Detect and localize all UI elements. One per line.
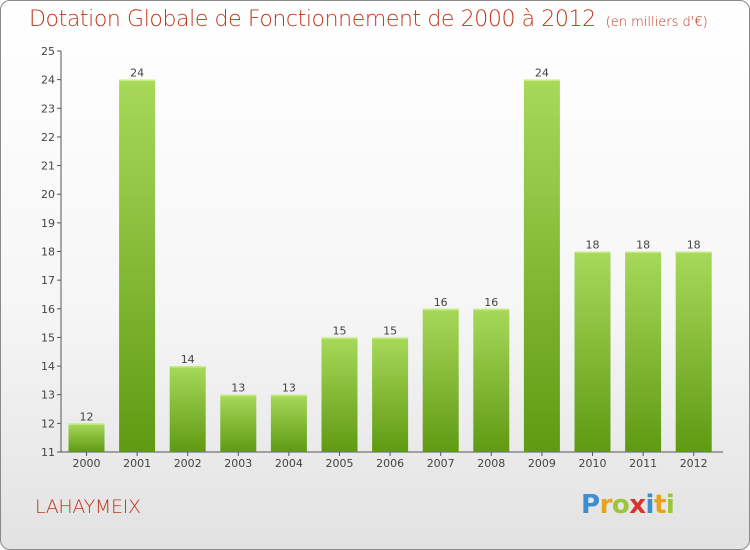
- x-tick-label: 2007: [427, 457, 455, 470]
- bar: [625, 251, 662, 452]
- logo-letter: r: [599, 490, 613, 520]
- y-tick-label: 16: [41, 303, 55, 316]
- bar-highlight: [372, 337, 409, 339]
- bar-highlight: [68, 423, 105, 425]
- logo-letter: x: [629, 490, 646, 520]
- logo-letter: P: [581, 490, 600, 520]
- bar-highlight: [270, 394, 307, 397]
- data-label: 24: [130, 67, 144, 80]
- x-tick-label: 2000: [73, 457, 101, 470]
- chart-title: Dotation Globale de Fonctionnement de 20…: [29, 7, 708, 32]
- bar: [473, 308, 510, 452]
- chart-labels: 12 2000 24 2001 14 2002 13 2003 13 2004 15 2005 15 20…: [73, 67, 708, 470]
- y-tick-label: 23: [41, 102, 55, 115]
- data-label: 15: [383, 324, 397, 337]
- y-tick-label: 11: [41, 446, 55, 459]
- y-tick-label: 14: [41, 360, 55, 373]
- x-tick-label: 2008: [477, 457, 505, 470]
- data-label: 14: [181, 353, 195, 366]
- logo-letter: t: [653, 490, 666, 520]
- y-tick-label: 20: [41, 188, 55, 201]
- logo-letter: i: [645, 490, 655, 520]
- proxiti-logo: Proxiti: [581, 490, 675, 520]
- bar: [270, 394, 307, 452]
- bar-highlight: [473, 308, 510, 311]
- bar-highlight: [675, 251, 712, 253]
- bar: [321, 337, 358, 452]
- x-tick-label: 2011: [629, 457, 657, 470]
- x-tick-label: 2009: [528, 457, 556, 470]
- logo-letter: i: [665, 490, 675, 520]
- bar: [675, 251, 712, 452]
- bar-highlight: [523, 79, 560, 82]
- y-tick-label: 19: [41, 217, 55, 230]
- bar: [68, 423, 105, 452]
- chart-title-text: Dotation Globale de Fonctionnement de 20…: [29, 7, 596, 32]
- x-tick-label: 2005: [326, 457, 354, 470]
- bar: [523, 79, 560, 453]
- bar: [220, 394, 257, 452]
- y-tick-label: 15: [41, 331, 55, 344]
- bar: [574, 251, 611, 452]
- chart-bars: [68, 79, 712, 453]
- commune-name: LAHAYMEIX: [35, 496, 141, 518]
- x-tick-label: 2012: [680, 457, 708, 470]
- x-tick-label: 2001: [123, 457, 151, 470]
- bar-highlight: [119, 79, 156, 82]
- x-tick-label: 2004: [275, 457, 303, 470]
- logo-letter: o: [611, 490, 630, 520]
- chart-axes: 11 12 13 14 15 16 17 18 19 20 21 22 23 24 25: [41, 45, 723, 459]
- bar-highlight: [422, 308, 459, 311]
- bar: [119, 79, 156, 453]
- y-tick-label: 21: [41, 160, 55, 173]
- data-label: 18: [687, 239, 701, 252]
- bar-highlight: [220, 394, 257, 397]
- chart-subtitle: (en milliers d'€): [605, 15, 708, 30]
- data-label: 24: [535, 67, 549, 80]
- bar: [422, 308, 459, 452]
- x-tick-label: 2006: [376, 457, 404, 470]
- data-label: 15: [333, 324, 347, 337]
- y-tick-label: 24: [41, 74, 55, 87]
- y-tick-label: 12: [41, 417, 55, 430]
- data-label: 18: [586, 239, 600, 252]
- y-tick-label: 17: [41, 274, 55, 287]
- y-tick-label: 13: [41, 389, 55, 402]
- data-label: 16: [434, 296, 448, 309]
- x-tick-label: 2002: [174, 457, 202, 470]
- x-tick-label: 2003: [224, 457, 252, 470]
- bar-highlight: [625, 251, 662, 253]
- y-tick-label: 18: [41, 246, 55, 259]
- y-tick-label: 22: [41, 131, 55, 144]
- bar-highlight: [574, 251, 611, 253]
- data-label: 12: [80, 410, 94, 423]
- x-tick-label: 2010: [579, 457, 607, 470]
- data-label: 18: [636, 239, 650, 252]
- data-label: 13: [282, 382, 296, 395]
- bar-highlight: [169, 366, 206, 368]
- y-tick-label: 25: [41, 45, 55, 58]
- bar: [169, 366, 206, 452]
- data-label: 13: [231, 382, 245, 395]
- bar: [372, 337, 409, 452]
- data-label: 16: [484, 296, 498, 309]
- bar-highlight: [321, 337, 358, 339]
